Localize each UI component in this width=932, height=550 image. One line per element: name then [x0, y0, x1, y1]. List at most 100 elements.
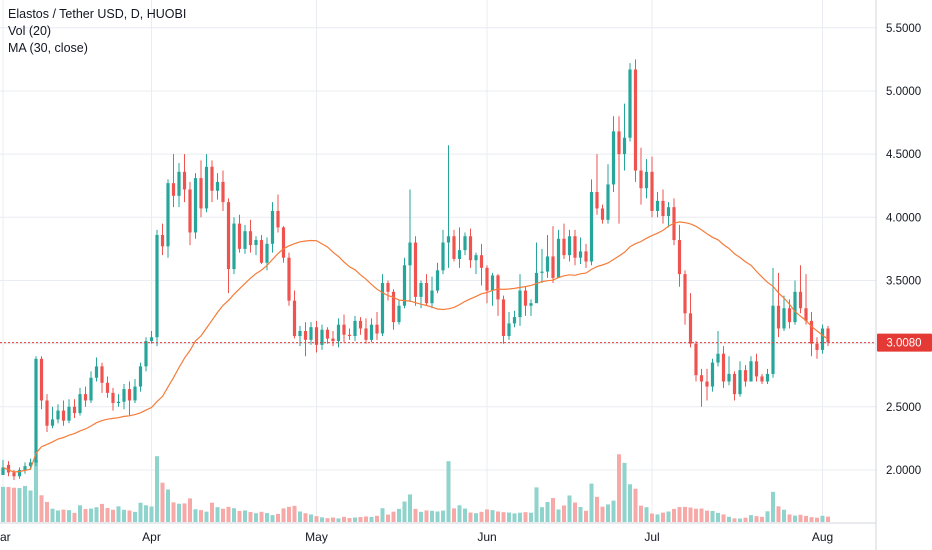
volume-bar	[188, 498, 192, 522]
volume-bar	[199, 510, 203, 522]
candle-body	[72, 406, 77, 414]
ma-indicator-label: MA (30, close)	[8, 41, 88, 55]
candle-body	[639, 170, 643, 189]
volume-bar	[6, 487, 11, 522]
volume-bar	[534, 487, 539, 522]
candle-body	[617, 131, 621, 155]
volume-bar	[787, 514, 792, 522]
candle-body	[160, 234, 165, 247]
volume-bar	[430, 510, 434, 522]
volume-bar	[518, 512, 522, 522]
candle-body	[270, 210, 275, 244]
y-axis-tick-labels: 2.00002.50003.00003.50004.00004.50005.00…	[886, 23, 921, 477]
volume-bar	[364, 516, 368, 522]
volume-bar	[149, 506, 154, 522]
volume-bar	[386, 514, 390, 522]
candle-body	[320, 329, 324, 345]
volume-bar	[540, 507, 544, 522]
volume-bar	[380, 508, 385, 522]
candle-body	[600, 208, 605, 220]
candle-body	[67, 406, 71, 421]
candle-body	[78, 394, 82, 414]
candle-body	[589, 192, 594, 262]
candle-body	[83, 394, 88, 401]
symbol-title: Elastos / Tether USD, D, HUOBI	[8, 7, 187, 21]
volume-bar	[611, 500, 616, 522]
volume-bar	[342, 516, 346, 522]
volume-bar	[562, 505, 566, 522]
candle-body	[518, 290, 522, 318]
volume-bar	[226, 506, 231, 522]
volume-bar	[452, 508, 456, 522]
candle-body	[204, 166, 209, 209]
volume-bar	[677, 507, 682, 522]
candle-body	[50, 419, 55, 426]
candle-body	[314, 327, 319, 345]
volume-bar	[749, 515, 753, 522]
volume-bar	[628, 484, 632, 522]
volume-bar	[397, 508, 401, 522]
volume-bar	[287, 506, 291, 522]
y-tick-label: 4.0000	[886, 212, 921, 224]
candle-body	[793, 291, 797, 323]
volume-bar	[512, 513, 517, 522]
volume-bar	[474, 513, 478, 522]
volume-bar	[479, 511, 484, 522]
volume-bar	[798, 514, 803, 522]
candle-body	[540, 271, 544, 273]
candle-body	[248, 231, 253, 246]
volume-bar	[743, 517, 748, 522]
candle-body	[578, 251, 583, 258]
candle-body	[441, 242, 445, 271]
candle-body	[155, 234, 159, 338]
volume-bar	[441, 510, 445, 522]
volume-bar	[573, 502, 577, 522]
candle-body	[127, 389, 132, 401]
candle-body	[298, 330, 302, 337]
volume-bar	[254, 513, 258, 522]
volume-bar	[413, 508, 418, 522]
volume-bar	[17, 488, 22, 522]
candle-body	[166, 183, 170, 247]
volume-bar	[556, 509, 561, 522]
volume-bar	[699, 508, 704, 522]
volume-bar	[12, 487, 16, 522]
candle-body	[39, 358, 44, 401]
candle-body	[23, 466, 27, 470]
volume-bar	[61, 509, 66, 522]
volume-bar	[298, 511, 302, 522]
candle-body	[100, 366, 104, 383]
candle-body	[749, 361, 753, 382]
candle-body	[485, 267, 489, 291]
y-tick-label: 4.5000	[886, 149, 921, 161]
volume-bar	[276, 513, 280, 522]
candle-body	[463, 236, 467, 251]
current-price-value: 3.0080	[886, 338, 921, 350]
volume-bar	[782, 509, 786, 522]
y-tick-label: 2.5000	[886, 402, 921, 414]
volume-bar	[710, 510, 715, 522]
candle-body	[303, 330, 308, 340]
candle-body	[446, 236, 451, 243]
candle-body	[149, 337, 154, 342]
volume-bar	[584, 510, 588, 522]
candle-body	[17, 469, 22, 477]
candle-body	[1, 467, 5, 475]
volume-bar	[672, 508, 676, 522]
candle-body	[457, 250, 462, 259]
volume-bar	[501, 512, 506, 522]
volume-bar	[116, 506, 121, 522]
candle-body	[743, 370, 748, 382]
volume-bar	[633, 488, 638, 522]
candle-body	[210, 166, 214, 191]
volume-bar	[182, 503, 187, 522]
volume-bar	[639, 505, 643, 522]
candle-body	[391, 291, 396, 323]
candle-body	[562, 238, 566, 256]
candle-body	[259, 240, 264, 263]
volume-bar	[694, 508, 698, 522]
candle-body	[430, 290, 434, 304]
candle-body	[6, 464, 11, 473]
volume-bar	[270, 515, 275, 522]
